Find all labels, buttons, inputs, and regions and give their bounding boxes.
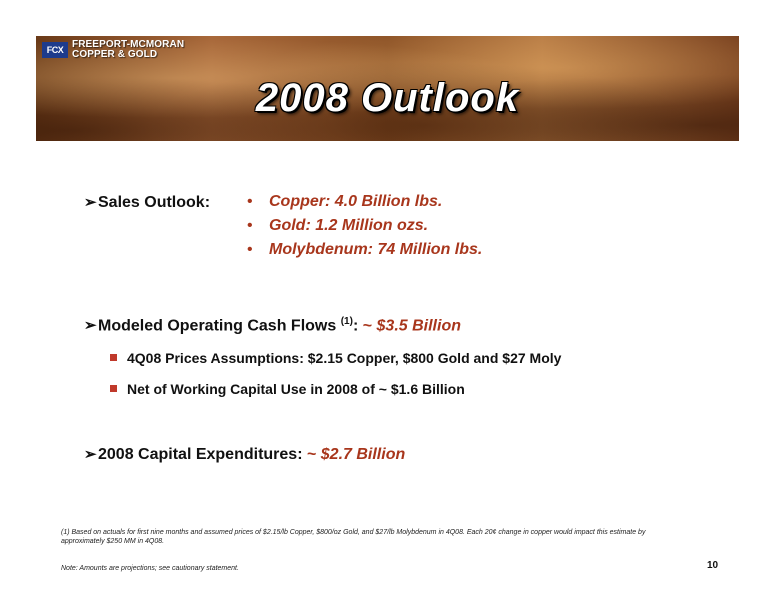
sub-bullet-working-capital: Net of Working Capital Use in 2008 of ~ … (110, 381, 465, 397)
arrow-bullet-icon: ➢ (84, 317, 97, 335)
capex-bullet: ➢2008 Capital Expenditures: ~ $2.7 Billi… (84, 445, 405, 464)
cash-flows-value: $3.5 Billion (376, 317, 461, 335)
sales-item-copper: • Copper: 4.0 Billion lbs. (247, 193, 443, 210)
sales-list: • Copper: 4.0 Billion lbs. • Gold: 1.2 Mil… (247, 193, 482, 265)
company-name-line1: FREEPORT-MCMORAN (72, 39, 185, 50)
sales-outlook-bullet: ➢Sales Outlook: (84, 193, 210, 212)
sub-bullet-prices: 4Q08 Prices Assumptions: $2.15 Copper, $… (110, 350, 561, 366)
capex-label: 2008 Capital Expenditures: (98, 446, 303, 463)
square-bullet-icon (110, 353, 117, 361)
sales-item-gold: • Gold: 1.2 Million ozs. (247, 217, 429, 234)
cash-flows-label: Modeled Operating Cash Flows (98, 317, 337, 335)
logo-mark-icon: FCX (42, 42, 68, 58)
sales-item-molybdenum: • Molybdenum: 74 Million lbs. (247, 241, 483, 258)
arrow-bullet-icon: ➢ (84, 194, 97, 211)
capex-value: $2.7 Billion (320, 446, 406, 463)
company-name-line2: COPPER & GOLD (72, 49, 158, 60)
slide-title: 2008 Outlook (255, 76, 520, 120)
arrow-bullet-icon: ➢ (84, 446, 97, 463)
footnote-ref: (1) (340, 316, 353, 327)
bullet-dot-icon: • (247, 241, 253, 258)
page-number: 10 (707, 560, 719, 571)
footnote: (1) Based on actuals for first nine mont… (61, 529, 646, 545)
approx-sign: ~ (362, 317, 373, 335)
cautionary-note: Note: Amounts are projections; see cauti… (61, 565, 239, 572)
square-bullet-icon (110, 384, 117, 392)
approx-sign: ~ (306, 446, 317, 463)
bullet-dot-icon: • (247, 217, 253, 234)
sales-outlook-label: Sales Outlook: (98, 194, 211, 211)
cash-flows-bullet: ➢Modeled Operating Cash Flows (1): ~ $3.… (84, 316, 461, 335)
bullet-dot-icon: • (247, 193, 253, 210)
header-banner: FCX FREEPORT-MCMORAN COPPER & GOLD 2008 … (36, 36, 739, 141)
company-logo: FCX FREEPORT-MCMORAN COPPER & GOLD (42, 40, 184, 60)
